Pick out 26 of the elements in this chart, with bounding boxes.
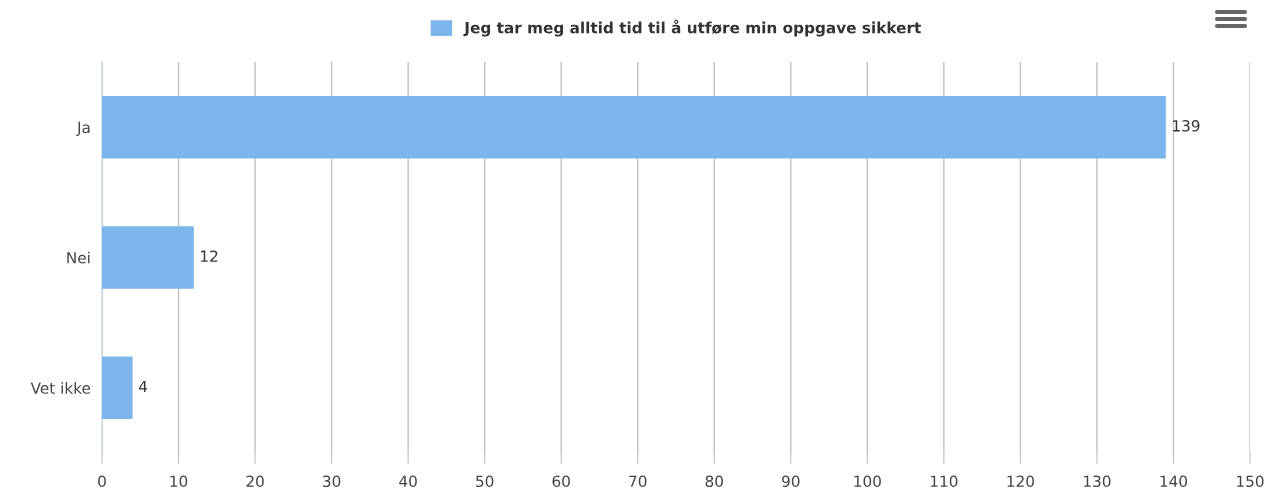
- bar: [102, 226, 194, 289]
- data-label: 4: [138, 380, 148, 393]
- y-tick-label: Vet ikke: [30, 382, 91, 394]
- x-tick-label: 0: [98, 475, 106, 488]
- x-tick-label: 130: [1084, 475, 1111, 488]
- x-tick-label: 30: [323, 475, 341, 488]
- x-tick-label: 40: [399, 475, 417, 488]
- data-label: 12: [201, 250, 218, 262]
- x-tick-label: 120: [1007, 475, 1034, 488]
- data-label: 139: [1173, 120, 1200, 132]
- x-tick-label: 100: [854, 475, 881, 488]
- x-tick-label: 70: [629, 475, 647, 488]
- x-tick-label: 10: [170, 475, 188, 488]
- x-tick-label: 90: [782, 475, 800, 488]
- x-tick-label: 80: [705, 475, 723, 488]
- x-tick-label: 60: [552, 475, 570, 488]
- x-tick-label: 50: [476, 475, 494, 488]
- x-tick-label: 140: [1160, 475, 1188, 488]
- x-tick-label: 110: [930, 475, 958, 488]
- bar: [102, 95, 1166, 159]
- bar: [102, 356, 133, 420]
- y-tick-label: Nei: [67, 251, 90, 264]
- legend-label: Jeg tar meg alltid tid til å utføre min oppgave sikkert: [463, 19, 921, 37]
- x-tick-label: 150: [1237, 475, 1264, 488]
- y-tick-label: Ja: [76, 121, 90, 137]
- x-tick-label: 20: [246, 475, 264, 488]
